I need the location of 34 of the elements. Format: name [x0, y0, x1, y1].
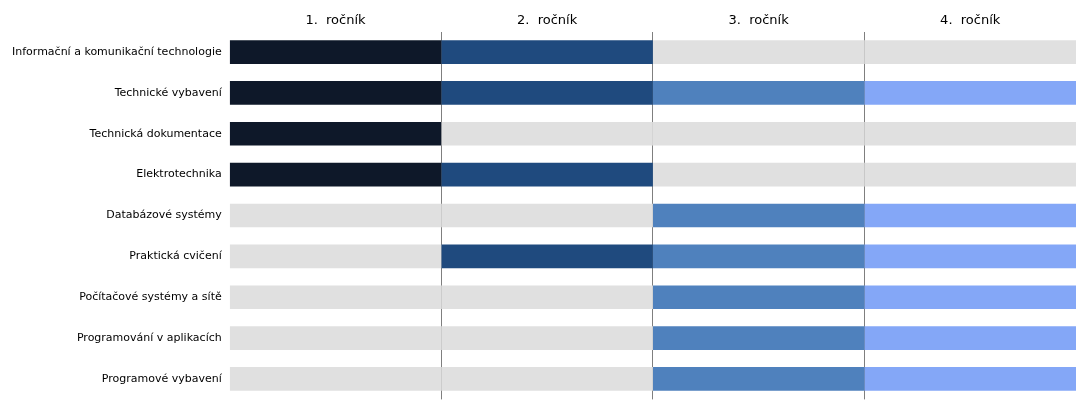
y-tick-label: Počítačové systémy a sítě — [79, 290, 222, 304]
y-tick-label: Databázové systémy — [106, 208, 223, 222]
x-tick-label: 3. ročník — [728, 12, 790, 28]
bar — [864, 81, 1076, 105]
bar — [229, 244, 442, 269]
bar — [652, 244, 865, 269]
x-tick-label: 4. ročník — [940, 12, 1001, 28]
bar — [441, 244, 653, 269]
x-tick-label: 1. ročník — [305, 12, 367, 28]
bar — [864, 203, 1076, 228]
y-tick-label: Programování v aplikacích — [76, 330, 222, 344]
bar — [441, 40, 653, 64]
bar — [652, 81, 865, 105]
y-tick-label: Informační a komunikační technologie — [11, 44, 222, 58]
bar — [652, 367, 865, 391]
bar — [229, 162, 442, 187]
bar — [652, 203, 865, 228]
bar — [652, 285, 865, 310]
bar — [864, 244, 1076, 269]
bar — [441, 81, 653, 105]
bar — [864, 367, 1076, 391]
y-tick-label: Technická dokumentace — [88, 126, 222, 140]
y-tick-label: Technické vybavení — [113, 85, 223, 99]
y-tick-label: Programové vybavení — [101, 371, 223, 385]
bar — [229, 81, 442, 105]
bar — [864, 326, 1076, 350]
bar — [229, 121, 442, 146]
bar — [229, 40, 442, 64]
y-tick-label: Praktická cvičení — [129, 249, 223, 263]
x-tick-label: 2. ročník — [516, 12, 578, 28]
y-tick-label: Elektrotechnika — [136, 167, 222, 181]
bar — [441, 162, 653, 187]
bar — [652, 326, 865, 350]
bar — [864, 285, 1076, 310]
